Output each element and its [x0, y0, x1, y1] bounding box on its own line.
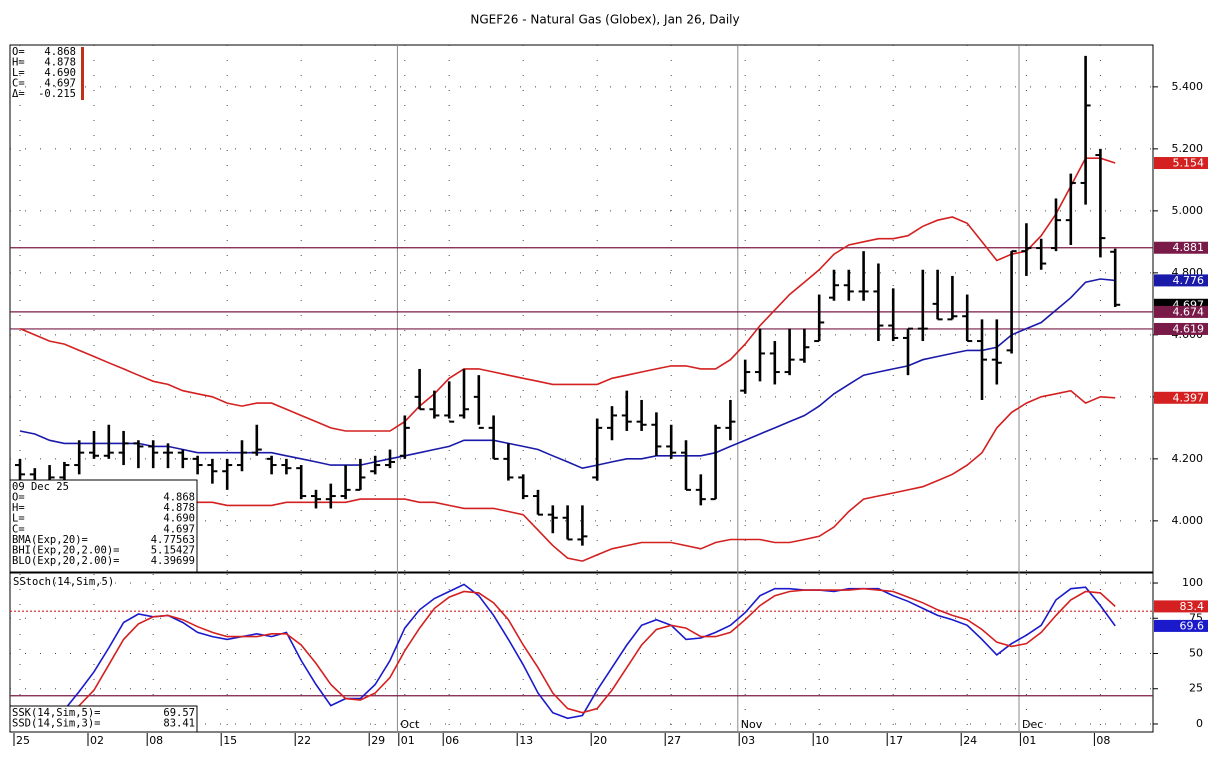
data-box-value: 5.15427	[151, 545, 195, 557]
month-label: Dec	[1022, 718, 1043, 731]
y-tick-label: 0	[1196, 717, 1203, 730]
y-tick-label: 4.200	[1172, 452, 1204, 465]
data-box-value: 4.39699	[151, 555, 195, 567]
y-tick-label: 5.400	[1172, 80, 1204, 93]
value-box	[1154, 600, 1208, 613]
value-box	[1154, 305, 1208, 318]
value-box-label: 5.154	[1173, 157, 1205, 170]
value-box	[1154, 619, 1208, 632]
y-tick-label: 5.200	[1172, 142, 1204, 155]
value-box	[1154, 274, 1208, 287]
info-label: Δ=	[12, 88, 25, 100]
x-tick-label: 06	[445, 734, 459, 747]
info-label: C=	[12, 78, 25, 90]
chart-title: NGEF26 - Natural Gas (Globex), Jan 26, D…	[470, 13, 739, 27]
overlays: 4.697 4.776 5.154 4.397 4.881 4.674 4.619 69.6 8…	[9, 46, 1208, 733]
info-value: -0.215	[38, 88, 76, 100]
value-box-label: 4.397	[1173, 391, 1205, 404]
value-box-label: 4.674	[1173, 305, 1205, 318]
y-tick-label: 100	[1182, 576, 1203, 589]
data-box-label: O=	[12, 492, 25, 504]
value-box-label: 4.776	[1173, 274, 1205, 287]
x-tick-label: 02	[90, 734, 104, 747]
marks	[10, 55, 1153, 725]
indicator-line	[19, 583, 1116, 724]
x-tick-label: 15	[223, 734, 237, 747]
y-tick-label: 5.000	[1172, 204, 1204, 217]
value-box-label: 83.4	[1180, 600, 1205, 613]
value-box	[1154, 241, 1208, 254]
info-label: H=	[12, 57, 25, 69]
price-panel	[9, 44, 1154, 573]
x-tick-label: 20	[593, 734, 607, 747]
stoch-box-label: SSD(14,Sim,3)=	[12, 718, 101, 730]
value-box	[1154, 391, 1208, 404]
indicator-line	[19, 389, 1116, 562]
y-tick-label: 4.000	[1172, 514, 1204, 527]
data-box-value: 4.868	[163, 492, 195, 504]
data-box-value: 4.878	[163, 502, 195, 514]
x-tick-label: 17	[889, 734, 903, 747]
x-tick-label: 29	[371, 734, 385, 747]
value-box	[1154, 322, 1208, 335]
info-label: O=	[12, 46, 25, 58]
data-box-label: BMA(Exp,20)=	[12, 534, 88, 546]
data-box-value: 4.697	[163, 523, 195, 535]
data-box-value: 4.77563	[151, 534, 195, 546]
data-box-label: L=	[12, 513, 25, 525]
info-value: 4.868	[44, 46, 76, 58]
data-box-label: C=	[12, 523, 25, 535]
x-tick-label: 24	[963, 734, 977, 747]
data-box	[9, 479, 198, 573]
info-value: 4.878	[44, 57, 76, 69]
info-value: 4.697	[44, 78, 76, 90]
x-tick-label: 25	[16, 734, 30, 747]
data-box-date: 09 Dec 25	[12, 481, 69, 493]
x-tick-label: 08	[1096, 734, 1110, 747]
stoch-box	[9, 705, 198, 733]
indicator-line	[19, 157, 1116, 432]
x-tick-label: 10	[815, 734, 829, 747]
stoch-panel	[9, 572, 1154, 733]
x-tick-label: 08	[149, 734, 163, 747]
info-marker	[81, 47, 84, 100]
x-tick-label: 13	[519, 734, 533, 747]
value-box-label: 69.6	[1180, 619, 1205, 632]
y-tick-label: 50	[1189, 646, 1203, 659]
x-tick-label: 01	[1022, 734, 1036, 747]
stoch-title: SStoch(14,Sim,5)	[13, 576, 114, 588]
data-box-label: BHI(Exp,20,2.00)=	[12, 545, 119, 557]
info-label: L=	[12, 67, 25, 79]
month-label: Nov	[741, 718, 763, 731]
data-box-label: BLO(Exp,20,2.00)=	[12, 555, 119, 567]
month-label: Oct	[400, 718, 420, 731]
value-box-label: 4.619	[1173, 322, 1205, 335]
y-tick-label: 25	[1189, 682, 1203, 695]
x-tick-label: 03	[741, 734, 755, 747]
stoch-box-value: 69.57	[163, 707, 195, 719]
info-value: 4.690	[44, 67, 76, 79]
stoch-box-value: 83.41	[163, 718, 195, 730]
indicator-line	[19, 278, 1116, 470]
indicator-line	[19, 587, 1116, 725]
x-tick-label: 27	[667, 734, 681, 747]
data-box-label: H=	[12, 502, 25, 514]
value-box	[1154, 157, 1208, 170]
value-box-label: 4.881	[1173, 241, 1205, 254]
data-box-value: 4.690	[163, 513, 195, 525]
x-tick-label: 22	[297, 734, 311, 747]
x-tick-label: 01	[401, 734, 415, 747]
stoch-box-label: SSK(14,Sim,5)=	[12, 707, 101, 719]
